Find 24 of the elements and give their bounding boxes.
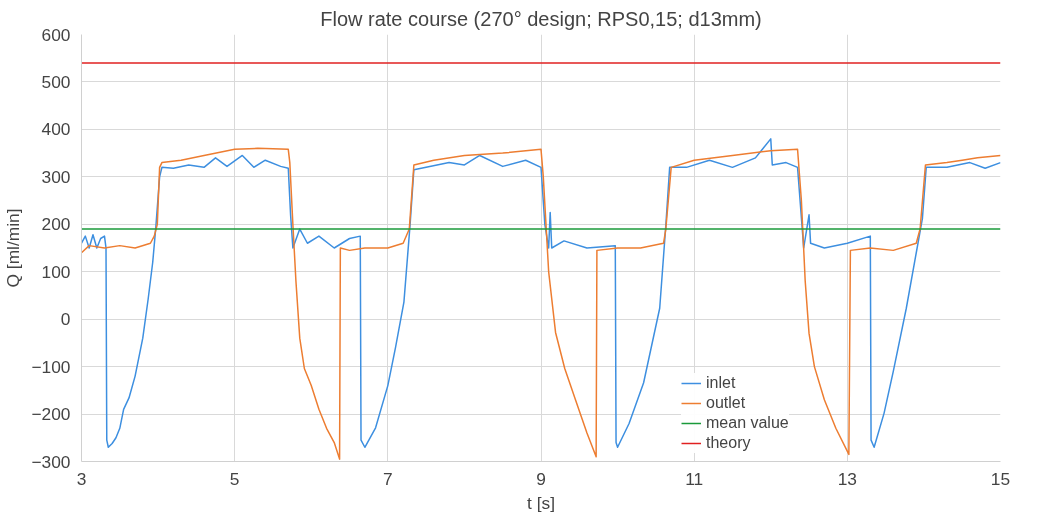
x-tick-label: 13 (837, 468, 857, 489)
legend-label: theory (706, 434, 751, 452)
y-tick-label: 100 (41, 261, 71, 282)
y-tick-label: 0 (60, 309, 71, 330)
x-tick-label: 9 (536, 468, 546, 489)
x-tick-label: 3 (76, 468, 87, 489)
y-axis-title: Q [ml/min] (3, 208, 24, 288)
x-tick-label: 5 (229, 468, 240, 489)
y-tick-label: −300 (31, 451, 71, 472)
y-tick-label: 300 (41, 166, 71, 187)
legend-label: inlet (706, 374, 736, 392)
legend-label: mean value (706, 414, 789, 432)
y-tick-label: 500 (41, 71, 71, 92)
legend-label: outlet (706, 394, 746, 412)
x-tick-label: 7 (383, 468, 393, 489)
x-axis-title: t [s] (527, 492, 555, 513)
chart-title: Flow rate course (270° design; RPS0,15; d13mm) (320, 7, 762, 30)
x-tick-label: 11 (685, 468, 704, 489)
y-tick-label: 600 (41, 24, 71, 45)
y-tick-label: −200 (31, 404, 71, 425)
x-tick-label: 15 (990, 468, 1011, 489)
y-tick-label: 400 (41, 119, 71, 140)
y-tick-label: 200 (41, 214, 71, 235)
y-tick-label: −100 (31, 356, 71, 377)
